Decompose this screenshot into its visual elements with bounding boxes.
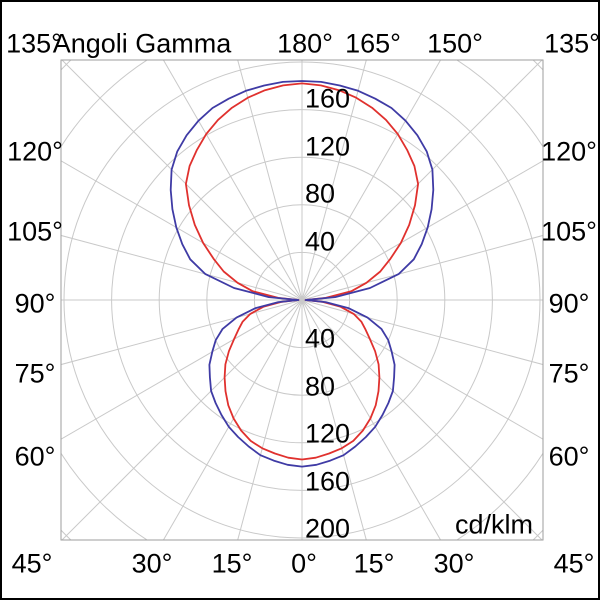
grid-radial-line — [301, 299, 543, 366]
radial-tick-lower-120: 120 — [305, 418, 351, 449]
grid-radial-line — [301, 299, 543, 540]
grid-radial-line — [301, 60, 543, 301]
radial-tick-upper-120: 120 — [305, 131, 351, 162]
corner-label-top-right: 135° — [544, 28, 600, 59]
grid-radial-line — [61, 299, 303, 440]
grid-radial-line — [61, 234, 303, 301]
grid-radial-line — [162, 299, 303, 540]
corner-label-bottom-right: 45° — [553, 548, 595, 579]
unit-label: cd/klm — [454, 509, 534, 540]
grid-radial-line — [301, 299, 543, 440]
gamma-label-150: 150° — [427, 28, 483, 59]
corner-label-top-left: 135° — [6, 28, 62, 59]
radial-tick-upper-40: 40 — [305, 226, 336, 257]
radial-tick-lower-40: 40 — [305, 323, 336, 354]
radial-tick-upper-160: 160 — [305, 83, 351, 114]
gamma-label-left-60: 60° — [14, 441, 56, 472]
gamma-label-right-120: 120° — [541, 136, 597, 167]
grid-radial-line — [61, 60, 303, 301]
gamma-label-left-75: 75° — [14, 358, 56, 389]
plot-frame — [60, 59, 544, 541]
intensity-curves — [169, 80, 435, 468]
gamma-label-right-75: 75° — [548, 358, 590, 389]
gamma-label-right-90: 90° — [548, 288, 590, 319]
curve-blue — [169, 80, 435, 468]
gamma-label-165: 165° — [345, 28, 401, 59]
grid-radial-line — [237, 299, 303, 540]
grid-radial-line — [162, 60, 303, 301]
chart-title: Angoli Gamma — [52, 28, 232, 59]
grid-radial-line — [301, 160, 543, 301]
gamma-label-right-105: 105° — [541, 216, 597, 247]
radial-tick-lower-200: 200 — [305, 513, 351, 544]
gamma-label-bottom-left-30: 30° — [131, 548, 173, 579]
gamma-label-bottom-right-15: 15° — [353, 548, 395, 579]
gamma-label-bottom-0: 0° — [291, 548, 317, 579]
radial-tick-lower-80: 80 — [305, 371, 336, 402]
grid-radial-line — [61, 299, 303, 366]
gamma-label-right-60: 60° — [548, 441, 590, 472]
gamma-label-left-105: 105° — [7, 216, 63, 247]
radial-tick-upper-80: 80 — [305, 178, 336, 209]
grid-radial-line — [301, 234, 543, 301]
grid-radial-line — [301, 299, 367, 540]
grid-radial-line — [61, 299, 303, 540]
grid-radial-line — [301, 60, 442, 301]
gamma-label-180: 180° — [277, 28, 333, 59]
corner-label-bottom-left: 45° — [11, 548, 53, 579]
curve-red — [185, 82, 419, 461]
grid-radial-line — [61, 160, 303, 301]
gamma-label-left-90: 90° — [14, 288, 56, 319]
grid-radial-line — [301, 299, 442, 540]
gamma-label-bottom-left-15: 15° — [211, 548, 253, 579]
gamma-label-left-120: 120° — [7, 136, 63, 167]
radial-tick-lower-160: 160 — [305, 466, 351, 497]
gamma-label-bottom-right-30: 30° — [433, 548, 475, 579]
